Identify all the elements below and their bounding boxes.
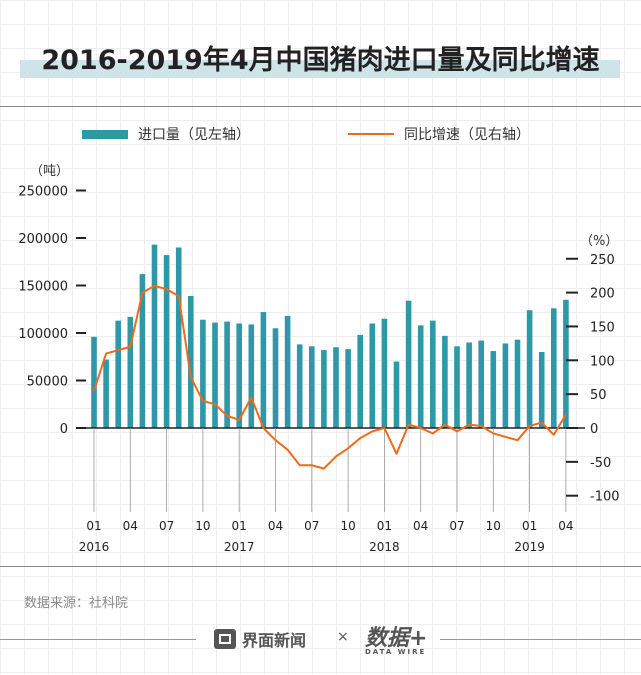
x-year-label: 2017: [224, 540, 255, 554]
bar: [200, 319, 206, 428]
right-axis-tick-label: 150: [590, 320, 615, 335]
right-axis-tick-label: 250: [590, 253, 615, 268]
growth-line: [93, 284, 567, 470]
bar: [260, 312, 267, 428]
left-axis-tick-label: 100000: [18, 327, 68, 342]
chart-bottom-divider: [0, 566, 641, 567]
title-divider: [0, 106, 641, 107]
bar: [163, 255, 170, 428]
bar: [490, 351, 497, 428]
bar: [393, 361, 400, 428]
left-axis-tick-label: 250000: [18, 185, 68, 200]
datawire-logo-text: 数据+: [365, 626, 428, 651]
x-tick-label: 01: [522, 519, 537, 533]
legend-line-label: 同比增速（见右轴）: [404, 127, 530, 143]
bar: [538, 352, 545, 428]
x-tick-label: 07: [159, 519, 174, 533]
chart-title: 2016-2019年4月中国猪肉进口量及同比增速: [41, 45, 600, 76]
bar: [236, 323, 242, 428]
left-axis-tick-label: 0: [60, 422, 68, 437]
bar: [454, 346, 460, 428]
footer-line-right: [440, 639, 641, 640]
left-axis-unit: （吨）: [30, 164, 70, 179]
bar: [357, 334, 363, 428]
x-tick-label: 04: [123, 519, 138, 533]
bar: [151, 244, 158, 428]
collab-cross: ×: [337, 629, 349, 645]
x-tick-label: 10: [195, 519, 210, 533]
x-tick-label: 04: [558, 519, 573, 533]
left-axis-tick-label: 200000: [18, 232, 68, 247]
x-tick-label: 01: [377, 519, 392, 533]
x-tick-label: 10: [340, 519, 355, 533]
bar: [551, 308, 557, 428]
bar: [212, 322, 218, 428]
data-source: 数据来源：社科院: [24, 596, 129, 611]
bar: [284, 315, 291, 428]
bar: [127, 316, 134, 428]
bar-swatch: [82, 129, 128, 139]
bar: [417, 325, 424, 428]
bar: [333, 347, 339, 428]
x-year-label: 2018: [369, 540, 400, 554]
x-tick-label: 04: [268, 519, 283, 533]
right-axis-unit: （%）: [580, 234, 619, 249]
bar: [175, 247, 182, 428]
bar: [91, 336, 97, 428]
x-year-label: 2016: [79, 540, 110, 554]
bar: [272, 328, 279, 428]
x-tick-label: 01: [232, 519, 247, 533]
x-tick-label: 01: [86, 519, 101, 533]
bar: [345, 349, 351, 428]
left-axis-tick-label: 150000: [18, 280, 68, 295]
bar: [405, 300, 412, 428]
bar: [478, 340, 484, 428]
left-axis-tick-label: 50000: [27, 375, 68, 390]
legend-line: 同比增速（见右轴）: [348, 124, 530, 144]
bar: [188, 295, 194, 428]
brand-jiemian: 界面新闻: [214, 627, 306, 651]
bar: [224, 321, 230, 428]
bar: [296, 344, 303, 428]
bar: [526, 310, 533, 428]
right-axis-tick-label: 200: [590, 287, 615, 302]
bar: [466, 342, 472, 428]
datawire-logo-sub: DATA WIRE: [365, 648, 427, 656]
right-axis-tick-label: 50: [590, 388, 607, 403]
title-highlight: [20, 60, 620, 78]
bar: [514, 339, 521, 428]
bar: [309, 346, 315, 428]
bar: [563, 299, 569, 428]
bar: [115, 320, 121, 428]
bar: [321, 350, 327, 428]
x-tick-label: 07: [304, 519, 319, 533]
bar: [502, 343, 509, 428]
right-axis-tick-label: 100: [590, 354, 615, 369]
legend-bar-label: 进口量（见左轴）: [138, 127, 250, 143]
bar: [248, 324, 255, 428]
bar: [430, 320, 436, 428]
right-axis-tick-label: 0: [590, 422, 598, 437]
line-swatch: [348, 133, 394, 135]
brand-jiemian-label: 界面新闻: [242, 631, 307, 650]
bar: [381, 318, 388, 428]
footer-line-left: [0, 639, 196, 640]
right-axis-tick-label: -100: [590, 490, 620, 505]
bar: [103, 359, 109, 428]
x-tick-label: 10: [486, 519, 501, 533]
bar: [442, 335, 448, 428]
jiemian-logo-icon: [214, 629, 236, 649]
datawire-logo: 数据+ DATA WIRE: [365, 620, 427, 656]
legend-bar: 进口量（见左轴）: [82, 124, 250, 144]
x-year-label: 2019: [514, 540, 545, 554]
bar: [139, 274, 146, 428]
x-tick-label: 07: [449, 519, 464, 533]
bar: [369, 323, 376, 428]
right-axis-tick-label: -50: [590, 456, 611, 471]
x-tick-label: 04: [413, 519, 428, 533]
